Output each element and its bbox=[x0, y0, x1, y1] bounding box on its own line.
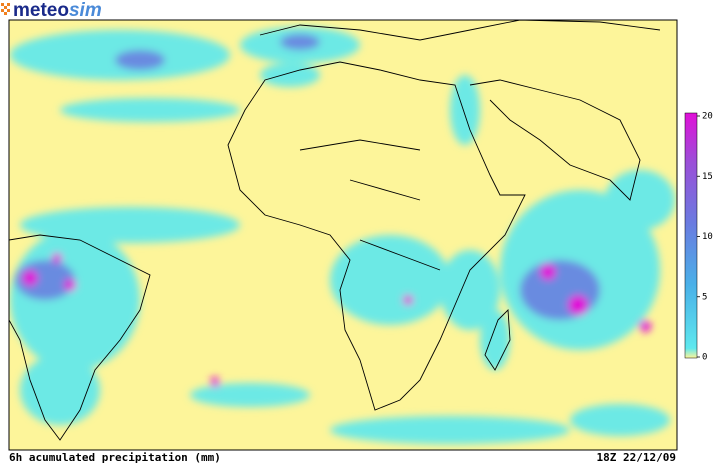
logo-text: meteosim bbox=[13, 0, 102, 21]
colorbar bbox=[684, 112, 698, 359]
colorbar-tick-label: 15 bbox=[702, 172, 713, 182]
coastlines bbox=[9, 20, 661, 441]
logo-sim: sim bbox=[69, 0, 102, 21]
colorbar-tick-label: 10 bbox=[702, 232, 713, 242]
colorbar-tick-label: 20 bbox=[702, 112, 713, 122]
logo-meteo: meteo bbox=[13, 0, 69, 21]
map bbox=[9, 20, 677, 450]
footer-time: 18Z 22/12/09 bbox=[597, 451, 676, 464]
logo: meteosim bbox=[1, 0, 102, 21]
colorbar-tick-label: 5 bbox=[702, 292, 707, 302]
footer-title: 6h acumulated precipitation (mm) bbox=[9, 451, 221, 464]
map-frame bbox=[8, 19, 678, 451]
colorbar-tick-label: 0 bbox=[702, 353, 707, 363]
